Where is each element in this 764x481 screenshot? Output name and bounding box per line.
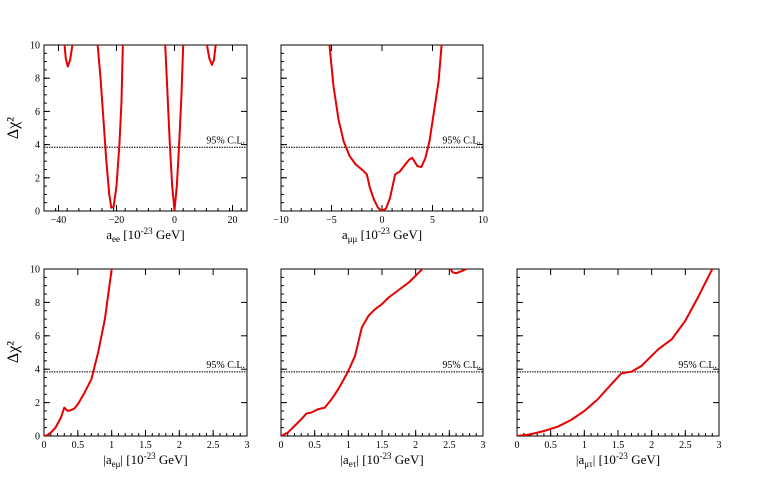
y-tick-label: 0	[35, 207, 40, 218]
x-axis-label: |aμτ| [10-23 GeV]	[576, 451, 660, 469]
x-tick-label: −20	[109, 215, 125, 226]
y-axis-label-row-2: Δχ²	[5, 341, 22, 363]
x-tick-label: 0	[515, 440, 520, 451]
chi2-curve-segment-2	[96, 45, 124, 209]
x-tick-label: 0.5	[308, 440, 321, 451]
x-axis-label: |aeμ| [10-23 GeV]	[103, 451, 188, 469]
x-axis-label: aee [10-23 GeV]	[106, 226, 185, 244]
x-tick-label: 0	[380, 215, 385, 226]
plot-frame	[516, 268, 720, 437]
x-tick-label: 10	[478, 215, 488, 226]
x-tick-label: 3	[245, 440, 250, 451]
cl-label: 95% C.L.	[206, 360, 245, 371]
plot-frame	[43, 268, 248, 437]
plot-frame	[43, 44, 248, 212]
y-tick-label: 4	[35, 365, 40, 376]
x-tick-label: 0	[172, 215, 177, 226]
x-tick-label: 2	[413, 440, 418, 451]
x-tick-label: 1.5	[139, 440, 152, 451]
x-tick-label: 2	[177, 440, 182, 451]
x-axis-label: aμμ [10-23 GeV]	[342, 226, 422, 244]
x-tick-label: 0	[42, 440, 47, 451]
y-tick-label: 8	[35, 74, 40, 85]
cl-label: 95% C.L.	[678, 360, 717, 371]
y-tick-label: 2	[35, 398, 40, 409]
x-tick-label: 2.5	[207, 440, 220, 451]
chi2-curve-segment-3	[164, 45, 185, 211]
x-tick-label: 1	[346, 440, 351, 451]
panel-1: −40 −20 0 20 0 2 4 6 8 10 95% C.L. aee [10-23 GeV]	[30, 41, 248, 244]
chi2-curve-segment-4	[205, 45, 217, 66]
x-tick-label: 2.5	[443, 440, 456, 451]
panel-3: 0 0.5 1 1.5 2 2.5 3 0 2 4 6 8 10 95% C.L. |aeμ| [10-23…	[30, 265, 250, 470]
x-tick-label: 0	[279, 440, 284, 451]
x-tick-label: 0.5	[72, 440, 85, 451]
cl-label: 95% C.L.	[206, 135, 245, 146]
panel-5: 0 0.5 1 1.5 2 2.5 3 95% C.L. |aμτ| [10-23 GeV]	[515, 268, 722, 469]
x-tick-label: −10	[273, 215, 289, 226]
y-tick-label: 6	[35, 107, 40, 118]
y-tick-label: 10	[30, 41, 40, 52]
chi2-curve-segment-1	[44, 269, 113, 436]
x-tick-label: −5	[326, 215, 337, 226]
panel-4: 0 0.5 1 1.5 2 2.5 3 95% C.L. |aeτ| [10-23 GeV]	[279, 268, 486, 469]
y-tick-label: 0	[35, 432, 40, 443]
chi2-curve-segment-1	[517, 269, 714, 436]
x-tick-label: 5	[430, 215, 435, 226]
x-tick-label: 1.5	[376, 440, 389, 451]
panel-2: −10 −5 0 5 10 95% C.L. aμμ [10-23 GeV]	[273, 44, 488, 244]
x-tick-label: 20	[228, 215, 238, 226]
x-tick-label: 3	[481, 440, 486, 451]
x-tick-label: 1	[109, 440, 114, 451]
y-tick-label: 8	[35, 298, 40, 309]
x-tick-label: 1	[582, 440, 587, 451]
x-tick-label: 1.5	[612, 440, 625, 451]
chi2-curve-segment-1	[328, 45, 443, 211]
y-tick-label: 10	[30, 265, 40, 276]
plot-frame	[280, 268, 484, 437]
x-tick-label: 2.5	[679, 440, 692, 451]
x-tick-label: −40	[51, 215, 67, 226]
y-axis-label-row-1: Δχ²	[5, 117, 22, 139]
x-axis-label: |aeτ| [10-23 GeV]	[340, 451, 423, 469]
cl-label: 95% C.L.	[442, 135, 481, 146]
y-tick-label: 2	[35, 173, 40, 184]
x-tick-label: 2	[649, 440, 654, 451]
x-tick-label: 0.5	[544, 440, 557, 451]
chi2-curve-segment-1	[281, 269, 468, 436]
y-tick-label: 6	[35, 331, 40, 342]
chi2-curve-segment-1	[63, 45, 74, 68]
cl-label: 95% C.L.	[442, 360, 481, 371]
y-tick-label: 4	[35, 140, 40, 151]
plot-frame	[280, 44, 484, 212]
x-tick-label: 3	[717, 440, 722, 451]
